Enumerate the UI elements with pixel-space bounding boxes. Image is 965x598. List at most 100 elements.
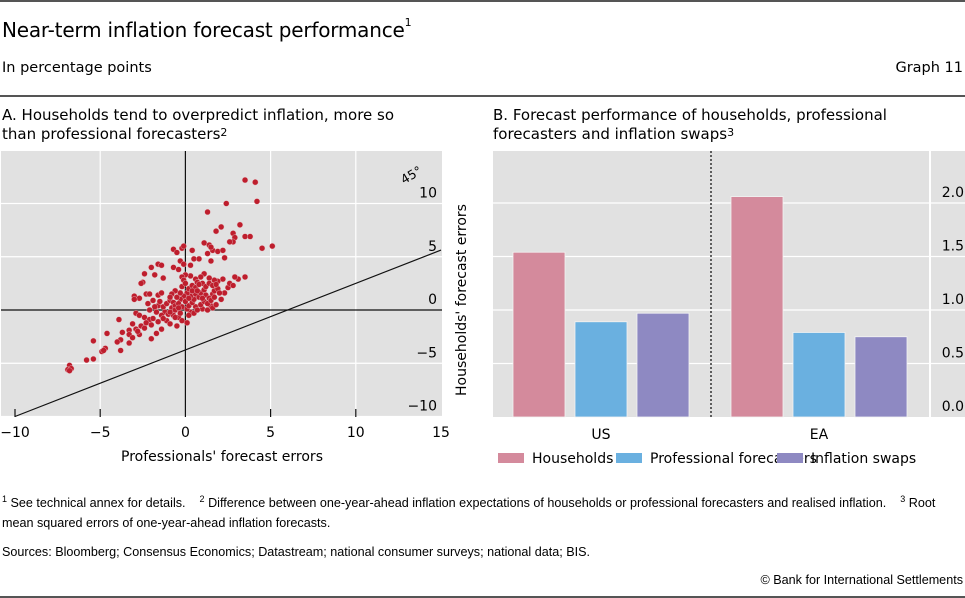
y-tick-label: 0 xyxy=(428,292,437,308)
data-point xyxy=(175,266,182,273)
data-point xyxy=(212,301,220,308)
panel-a-title-line2: than professional forecasters xyxy=(2,125,221,143)
data-point xyxy=(160,315,167,322)
data-point xyxy=(129,320,136,327)
x-tick-label: 15 xyxy=(432,425,450,441)
footnote-2-marker: 2 xyxy=(199,494,205,504)
bar-inflation-swaps-us xyxy=(636,312,690,418)
data-point xyxy=(207,257,215,265)
data-point xyxy=(269,242,276,250)
data-point xyxy=(117,347,124,354)
panel-b-footnote-marker: 3 xyxy=(727,126,735,139)
data-point xyxy=(214,248,221,255)
footnote-3-marker: 3 xyxy=(900,494,906,504)
y-tick-label: 5 xyxy=(428,239,437,255)
data-point xyxy=(231,273,238,281)
data-point xyxy=(146,290,153,298)
data-point xyxy=(226,238,233,245)
x-tick-label: 10 xyxy=(347,425,365,441)
chart-title: Near-term inflation forecast performance… xyxy=(2,16,412,42)
data-point xyxy=(204,208,211,216)
data-point xyxy=(218,296,225,303)
title-footnote-marker: 1 xyxy=(404,16,412,29)
data-point xyxy=(241,176,249,184)
data-point xyxy=(207,244,215,251)
data-point xyxy=(178,317,186,324)
bar-households-us xyxy=(512,251,566,418)
x-tick-label: 0 xyxy=(181,425,190,441)
reference-line-45 xyxy=(14,249,442,418)
panel-a-footnote-marker: 2 xyxy=(220,126,228,139)
data-point xyxy=(241,273,249,281)
x-tick-label: −5 xyxy=(90,425,111,441)
data-point xyxy=(216,289,223,297)
data-point xyxy=(177,310,184,317)
category-label: US xyxy=(591,427,610,443)
data-point xyxy=(158,262,165,269)
category-label: EA xyxy=(810,427,829,443)
data-point xyxy=(134,328,141,335)
header-rule xyxy=(0,95,965,97)
data-point xyxy=(148,264,155,271)
data-point xyxy=(166,309,174,316)
data-point xyxy=(199,295,206,302)
data-point xyxy=(115,316,123,323)
data-point xyxy=(83,356,90,364)
plot-area xyxy=(1,151,442,417)
data-point xyxy=(66,367,73,374)
data-point xyxy=(180,242,187,250)
data-point xyxy=(166,294,174,301)
data-point xyxy=(166,320,174,327)
footnote-1-marker: 1 xyxy=(2,494,8,504)
data-point xyxy=(148,321,155,329)
data-point xyxy=(172,314,179,321)
bar-professional-forecasters-us xyxy=(574,321,628,418)
data-point xyxy=(141,270,148,277)
x-tick-label: 5 xyxy=(266,425,275,441)
data-point xyxy=(187,262,194,269)
data-point xyxy=(195,281,203,288)
y-tick-label: −5 xyxy=(416,345,437,361)
sources: Sources: Bloomberg; Consensus Economics;… xyxy=(2,545,590,559)
data-point xyxy=(146,306,153,314)
data-point xyxy=(119,329,126,336)
bar-inflation-swaps-ea xyxy=(854,336,908,418)
data-point xyxy=(187,272,194,280)
top-rule xyxy=(0,0,965,2)
data-point xyxy=(156,298,163,305)
panel-b-title-line1: B. Forecast performance of households, p… xyxy=(493,106,887,124)
bottom-rule xyxy=(0,596,965,598)
data-point xyxy=(90,337,97,344)
copyright: © Bank for International Settlements xyxy=(760,573,964,587)
data-point xyxy=(230,282,237,289)
legend-item: Inflation swaps xyxy=(777,451,916,467)
data-point xyxy=(182,280,189,287)
y-tick-label: 1.5 xyxy=(942,239,964,255)
footnotes: 1 See technical annex for details. 2 Dif… xyxy=(2,489,964,533)
y-tick-label: 10 xyxy=(419,186,437,202)
data-point xyxy=(114,338,121,346)
data-point xyxy=(160,274,167,282)
legend-item: Professional forecasters xyxy=(616,451,817,467)
panel-a-title: A. Households tend to overpredict inflat… xyxy=(2,106,394,144)
bar-chart: 0.0 0.5 1.0 1.5 2.0 US EA Households Professio… xyxy=(493,151,965,467)
data-point xyxy=(212,281,220,288)
footnote-2: Difference between one-year-ahead inflat… xyxy=(208,496,887,511)
data-point xyxy=(211,294,218,301)
data-point xyxy=(126,339,133,347)
data-point xyxy=(218,223,225,231)
data-point xyxy=(189,247,196,254)
data-point xyxy=(129,334,136,341)
data-point xyxy=(155,318,162,325)
y-tick-label: −10 xyxy=(407,399,437,415)
data-point xyxy=(206,274,213,282)
data-point xyxy=(131,296,138,303)
data-point xyxy=(148,335,155,342)
data-point xyxy=(158,289,165,297)
data-point xyxy=(204,250,211,257)
data-point xyxy=(151,271,158,278)
data-point xyxy=(141,325,148,332)
data-point xyxy=(258,245,266,252)
data-point xyxy=(185,295,192,302)
